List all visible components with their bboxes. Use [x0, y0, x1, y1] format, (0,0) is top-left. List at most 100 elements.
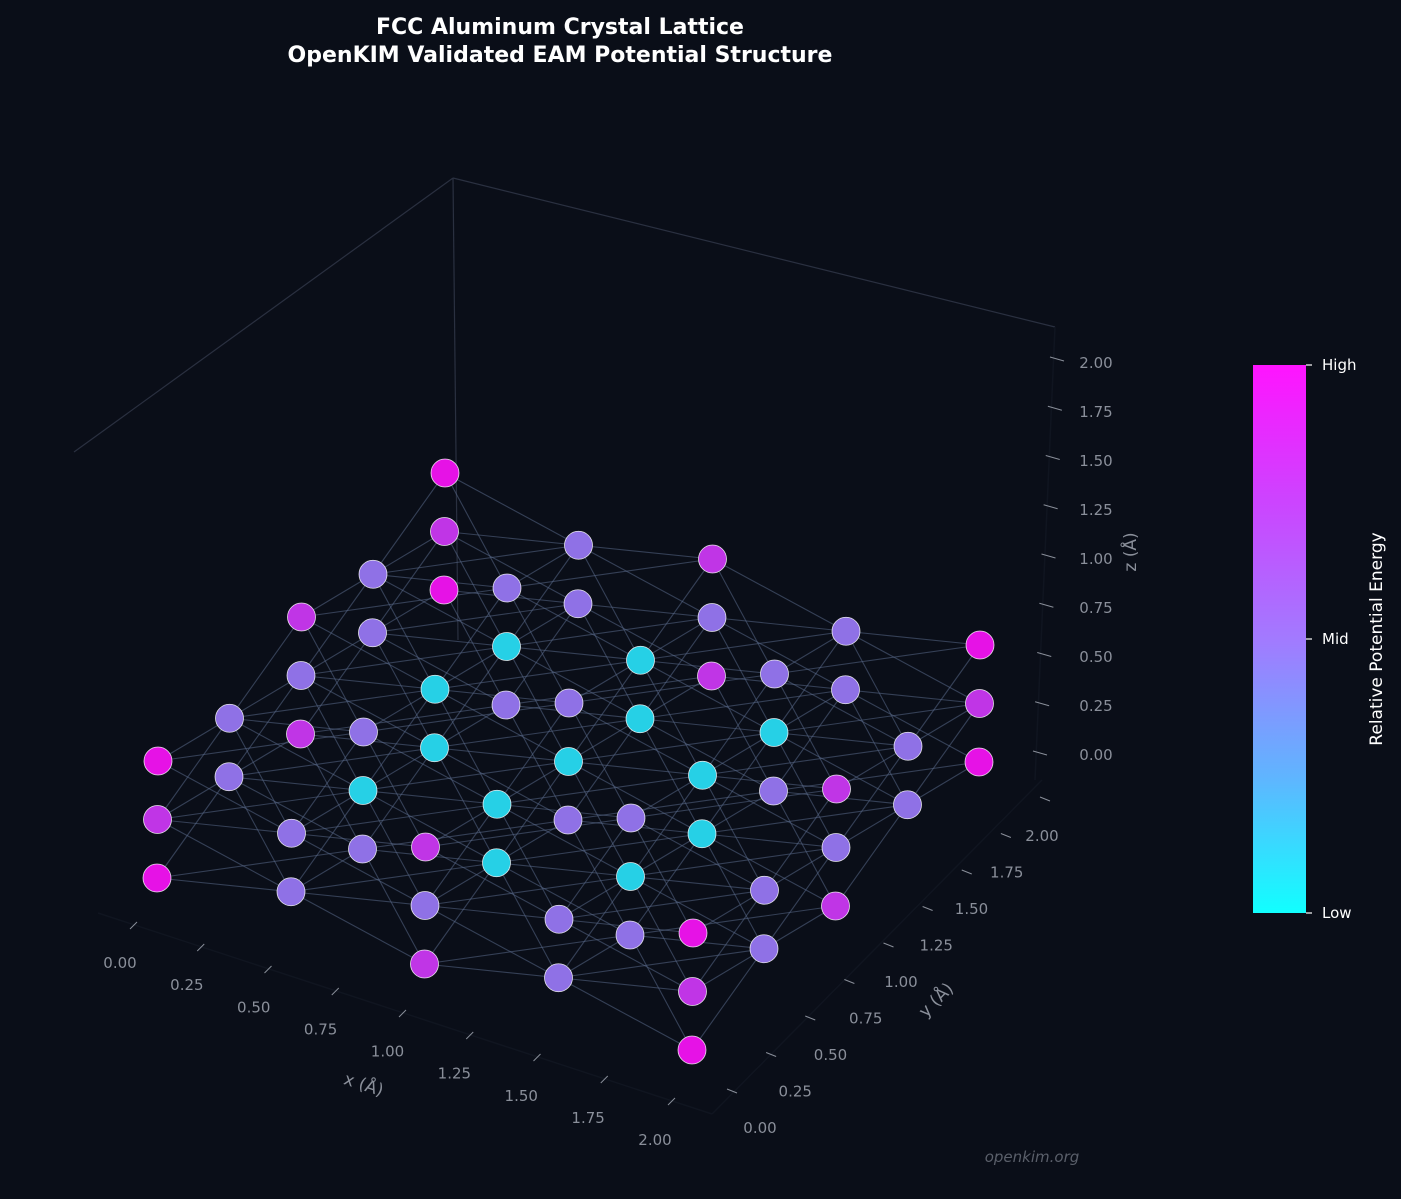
- bond-line: [290, 891, 426, 907]
- atom-point: [688, 760, 717, 790]
- bond-line: [157, 717, 230, 820]
- bond-line: [434, 646, 507, 749]
- bond-line: [443, 589, 507, 706]
- bond-line: [425, 817, 632, 848]
- y-tick-mark: [726, 1088, 738, 1094]
- z-tick-mark: [1037, 652, 1052, 657]
- bond-line: [372, 472, 446, 575]
- z-tick-label: 1.00: [1079, 550, 1112, 568]
- atom-point: [759, 718, 789, 747]
- atom-point: [678, 918, 708, 948]
- chart-title: FCC Aluminum Crystal Lattice: [376, 15, 744, 40]
- x-tick-mark: [398, 1009, 407, 1018]
- y-tick-label: 0.50: [814, 1046, 847, 1064]
- atom-point: [429, 575, 459, 605]
- atom-point: [893, 790, 922, 820]
- atom-point: [697, 661, 726, 691]
- colorbar-tick-label-low: Low: [1322, 904, 1352, 922]
- y-tick-mark: [1000, 833, 1012, 838]
- bond-line: [363, 731, 426, 848]
- bond-line: [372, 632, 507, 648]
- x-tick-label: 0.50: [237, 998, 270, 1016]
- atom-point: [214, 762, 244, 792]
- x-tick-label: 1.50: [505, 1087, 538, 1105]
- bond-line: [630, 876, 693, 992]
- bond-line: [907, 703, 980, 806]
- atom-point: [286, 719, 315, 749]
- z-tick-mark: [1043, 504, 1058, 510]
- watermark: openkim.org: [985, 1148, 1080, 1166]
- pane-edge: [73, 177, 454, 453]
- bond-line: [228, 776, 364, 792]
- atom-point: [749, 934, 779, 964]
- y-tick-label: 1.50: [955, 900, 988, 918]
- bond-line: [558, 876, 631, 979]
- bond-line: [372, 603, 579, 634]
- bond-line: [835, 804, 908, 907]
- bond-line: [372, 632, 507, 706]
- bond-line: [362, 747, 435, 850]
- atom-point: [348, 776, 378, 805]
- atom-point: [276, 877, 306, 907]
- y-tick-mark: [765, 1052, 777, 1057]
- bond-line: [496, 803, 631, 877]
- bond-line: [228, 776, 292, 893]
- bond-line: [372, 544, 579, 575]
- bond-line: [773, 689, 846, 792]
- bond-line: [156, 877, 292, 893]
- bond-line: [567, 718, 641, 821]
- bond-line: [773, 732, 837, 848]
- bond-line: [505, 704, 569, 821]
- bond-line: [712, 558, 847, 632]
- bond-line: [434, 587, 508, 690]
- bond-line: [496, 761, 569, 864]
- bond-line: [434, 747, 569, 821]
- bond-line: [630, 875, 765, 891]
- atom-point: [492, 573, 522, 603]
- bond-line: [567, 819, 631, 936]
- y-tick-mark: [922, 906, 933, 911]
- atom-point: [420, 674, 450, 704]
- atom-point: [564, 530, 593, 560]
- bond-line: [506, 616, 713, 648]
- bond-line: [629, 833, 703, 936]
- bond-line: [300, 645, 507, 677]
- bond-line: [424, 934, 631, 965]
- bond-line: [639, 689, 846, 720]
- atom-point: [554, 688, 584, 718]
- bond-line: [712, 558, 775, 675]
- bond-line: [639, 617, 713, 720]
- bond-line: [291, 731, 364, 834]
- atom-point: [615, 920, 645, 950]
- bond-line: [845, 689, 908, 806]
- bond-line: [506, 646, 641, 720]
- bond-line: [300, 733, 363, 850]
- bond-line: [362, 760, 569, 792]
- bond-line: [578, 544, 641, 661]
- bond-line: [424, 904, 560, 920]
- atom-point: [563, 589, 593, 619]
- atom-point: [831, 675, 860, 705]
- bond-line: [290, 862, 497, 893]
- x-tick-mark: [533, 1053, 541, 1062]
- bond-line: [577, 603, 712, 677]
- bond-line: [640, 630, 847, 661]
- bond-line: [630, 788, 837, 819]
- z-tick-mark: [1041, 553, 1056, 559]
- bond-line: [567, 790, 774, 821]
- y-tick-mark: [844, 979, 855, 984]
- bond-line: [701, 732, 775, 835]
- bond-line: [711, 616, 847, 632]
- bond-line: [763, 847, 837, 950]
- bond-line: [568, 761, 631, 877]
- atom-point: [348, 834, 377, 864]
- bond-line: [300, 674, 436, 690]
- colorbar-tick-label-mid: Mid: [1322, 630, 1349, 648]
- bond-line: [639, 718, 703, 835]
- y-tick-label: 0.00: [743, 1119, 776, 1137]
- bond-line: [701, 804, 908, 835]
- bond-line: [773, 630, 847, 733]
- atom-point: [677, 1035, 707, 1065]
- atom-point: [492, 632, 521, 661]
- z-tick-mark: [1034, 701, 1050, 707]
